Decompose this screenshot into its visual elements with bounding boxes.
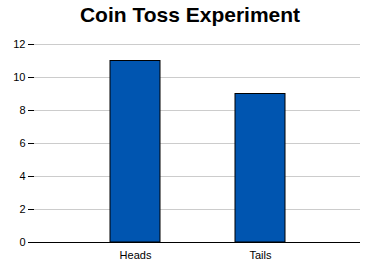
svg-text:6: 6 [19, 137, 25, 149]
svg-text:Tails: Tails [249, 249, 272, 261]
svg-text:10: 10 [13, 71, 25, 83]
svg-text:8: 8 [19, 104, 25, 116]
html-text:Coin Toss Experiment: Coin Toss Experiment [79, 3, 301, 26]
svg-text:2: 2 [19, 203, 25, 215]
svg-text:Heads: Heads [120, 249, 152, 261]
svg-text:12: 12 [13, 38, 25, 50]
svg-text:4: 4 [19, 170, 25, 182]
svg-text:0: 0 [19, 236, 25, 248]
